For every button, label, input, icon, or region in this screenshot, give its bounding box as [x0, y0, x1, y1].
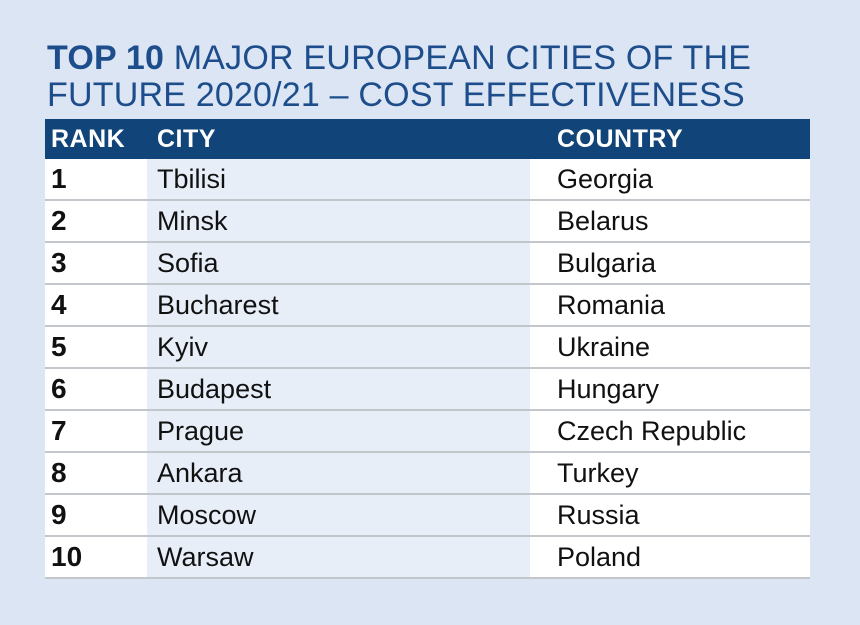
- table-row: 6 Budapest Hungary: [45, 368, 810, 411]
- city-cell: Moscow: [147, 494, 530, 537]
- country-cell: Poland: [530, 536, 810, 579]
- table-row: 1 Tbilisi Georgia: [45, 159, 810, 201]
- rank-cell: 1: [45, 159, 147, 201]
- city-cell: Budapest: [147, 368, 530, 411]
- country-cell: Bulgaria: [530, 242, 810, 285]
- chart-title-rest: MAJOR EUROPEAN CITIES OF THE FUTURE 2020…: [47, 39, 752, 114]
- city-cell: Ankara: [147, 452, 530, 495]
- rank-column-header: RANK: [45, 119, 147, 159]
- table-row: 8 Ankara Turkey: [45, 452, 810, 495]
- city-cell: Bucharest: [147, 284, 530, 327]
- city-cell: Minsk: [147, 200, 530, 243]
- rank-cell: 10: [45, 536, 147, 579]
- rank-cell: 8: [45, 452, 147, 495]
- table-row: 9 Moscow Russia: [45, 494, 810, 537]
- rank-cell: 9: [45, 494, 147, 537]
- rank-cell: 5: [45, 326, 147, 369]
- rank-cell: 4: [45, 284, 147, 327]
- ranking-table: RANK CITY COUNTRY 1 Tbilisi Georgia 2 Mi…: [45, 119, 810, 579]
- table-row: 5 Kyiv Ukraine: [45, 326, 810, 369]
- table-row: 7 Prague Czech Republic: [45, 410, 810, 453]
- country-cell: Hungary: [530, 368, 810, 411]
- table-header: RANK CITY COUNTRY: [45, 119, 810, 159]
- table-body: 1 Tbilisi Georgia 2 Minsk Belarus 3 Sofi…: [45, 159, 810, 579]
- city-cell: Sofia: [147, 242, 530, 285]
- country-cell: Turkey: [530, 452, 810, 495]
- country-cell: Russia: [530, 494, 810, 537]
- country-cell: Ukraine: [530, 326, 810, 369]
- table-row: 3 Sofia Bulgaria: [45, 242, 810, 285]
- ranking-table-container: RANK CITY COUNTRY 1 Tbilisi Georgia 2 Mi…: [45, 119, 810, 579]
- city-column-header: CITY: [147, 119, 530, 159]
- rank-cell: 3: [45, 242, 147, 285]
- table-header-row: RANK CITY COUNTRY: [45, 119, 810, 159]
- country-cell: Romania: [530, 284, 810, 327]
- country-cell: Czech Republic: [530, 410, 810, 453]
- chart-title-bold: TOP 10: [47, 39, 165, 77]
- country-cell: Belarus: [530, 200, 810, 243]
- city-cell: Prague: [147, 410, 530, 453]
- city-cell: Tbilisi: [147, 159, 530, 201]
- country-column-header: COUNTRY: [530, 119, 810, 159]
- city-cell: Warsaw: [147, 536, 530, 579]
- rank-cell: 2: [45, 200, 147, 243]
- table-row: 10 Warsaw Poland: [45, 536, 810, 579]
- rank-cell: 7: [45, 410, 147, 453]
- country-cell: Georgia: [530, 159, 810, 201]
- city-cell: Kyiv: [147, 326, 530, 369]
- table-row: 2 Minsk Belarus: [45, 200, 810, 243]
- rank-cell: 6: [45, 368, 147, 411]
- chart-title: TOP 10 MAJOR EUROPEAN CITIES OF THE FUTU…: [47, 40, 817, 114]
- table-row: 4 Bucharest Romania: [45, 284, 810, 327]
